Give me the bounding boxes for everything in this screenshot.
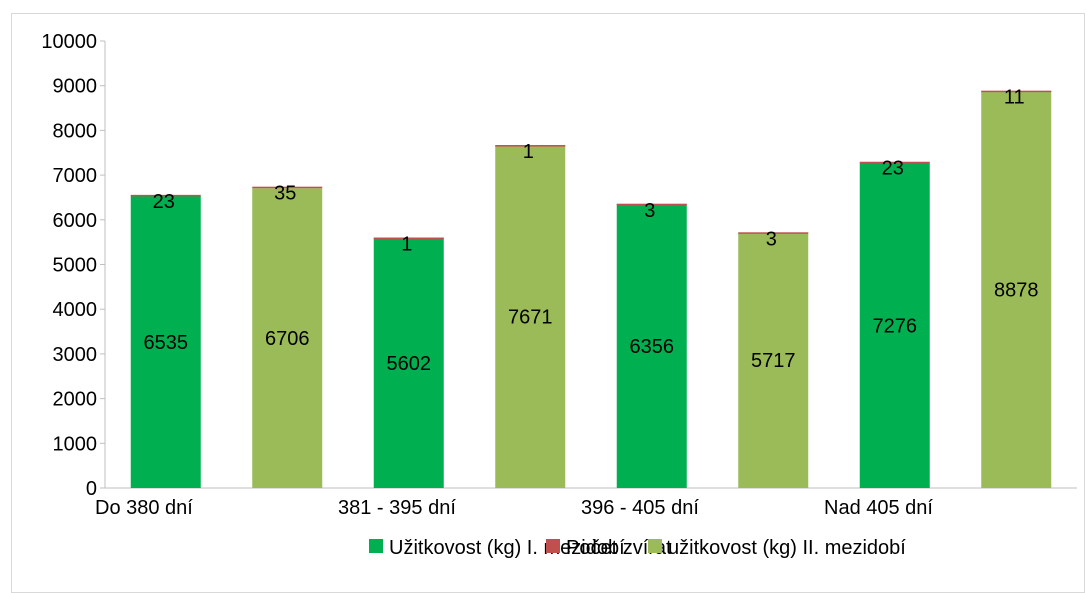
legend-swatch [546, 539, 560, 553]
y-tick-label: 7000 [53, 165, 98, 187]
bar-count-segment [495, 145, 566, 147]
bar-performance [130, 195, 201, 488]
y-tick-label: 5000 [53, 255, 98, 277]
data-label-performance: 6535 [144, 332, 189, 354]
bar-performance [738, 232, 809, 488]
legend-swatch [648, 539, 662, 553]
data-label-performance: 7671 [508, 307, 553, 329]
bar-performance [373, 237, 444, 488]
data-label-count: 3 [766, 228, 777, 250]
legend-item-label: Počet zvířat [566, 537, 672, 559]
data-label-performance: 8878 [994, 280, 1039, 302]
y-tick-label: 10000 [41, 31, 97, 53]
bar-performance [859, 162, 930, 488]
y-tick-label: 4000 [53, 299, 98, 321]
bar-chart: 0 1000 2000 3000 4000 5000 6000 7000 8000 9000 100… [41, 31, 1077, 559]
bar-count-segment [130, 194, 201, 197]
data-label-performance: 7276 [873, 315, 918, 337]
bar-count-segment [373, 237, 444, 240]
bar-performance [252, 188, 323, 488]
y-tick-label: 6000 [53, 210, 98, 232]
bar-count-segment [738, 232, 809, 234]
y-tick-label: 8000 [53, 120, 98, 142]
y-tick-label: 2000 [53, 389, 98, 411]
x-category-label: 381 - 395 dní [338, 497, 456, 519]
data-label-count: 11 [1004, 87, 1025, 109]
data-label-count: 3 [644, 200, 655, 222]
data-label-performance: 5602 [387, 353, 432, 375]
data-label-count: 23 [882, 158, 904, 180]
data-label-count: 1 [401, 234, 412, 256]
x-category-label: 396 - 405 dní [581, 497, 699, 519]
data-label-count: 23 [153, 191, 175, 213]
bar-performance [981, 91, 1052, 489]
bar-count-segment [981, 90, 1052, 93]
y-tick-label: 9000 [53, 76, 98, 98]
data-label-performance: 6356 [630, 336, 675, 358]
y-tick-label: 3000 [53, 344, 98, 366]
data-label-count: 1 [523, 141, 534, 163]
bar-performance [495, 145, 566, 488]
data-label-performance: 5717 [751, 350, 796, 372]
data-label-count: 35 [274, 183, 296, 205]
bar-count-segment [252, 186, 323, 189]
legend-swatch [369, 539, 383, 553]
x-category-label: Do 380 dní [95, 497, 193, 519]
legend-item-label: Užitkovost (kg) I. mezidobí [389, 537, 625, 559]
bar-performance [616, 203, 687, 489]
data-label-performance: 6706 [265, 328, 310, 350]
y-tick-label: 0 [86, 478, 97, 500]
x-category-label: Nad 405 dní [824, 497, 933, 519]
y-tick-label: 1000 [53, 433, 98, 455]
bar-count-segment [616, 203, 687, 206]
bar-count-segment [859, 161, 930, 164]
legend-item-label: užitkovost (kg) II. mezidobí [668, 537, 906, 559]
chart-frame: 0 1000 2000 3000 4000 5000 6000 7000 8000 9000 100… [11, 13, 1085, 593]
